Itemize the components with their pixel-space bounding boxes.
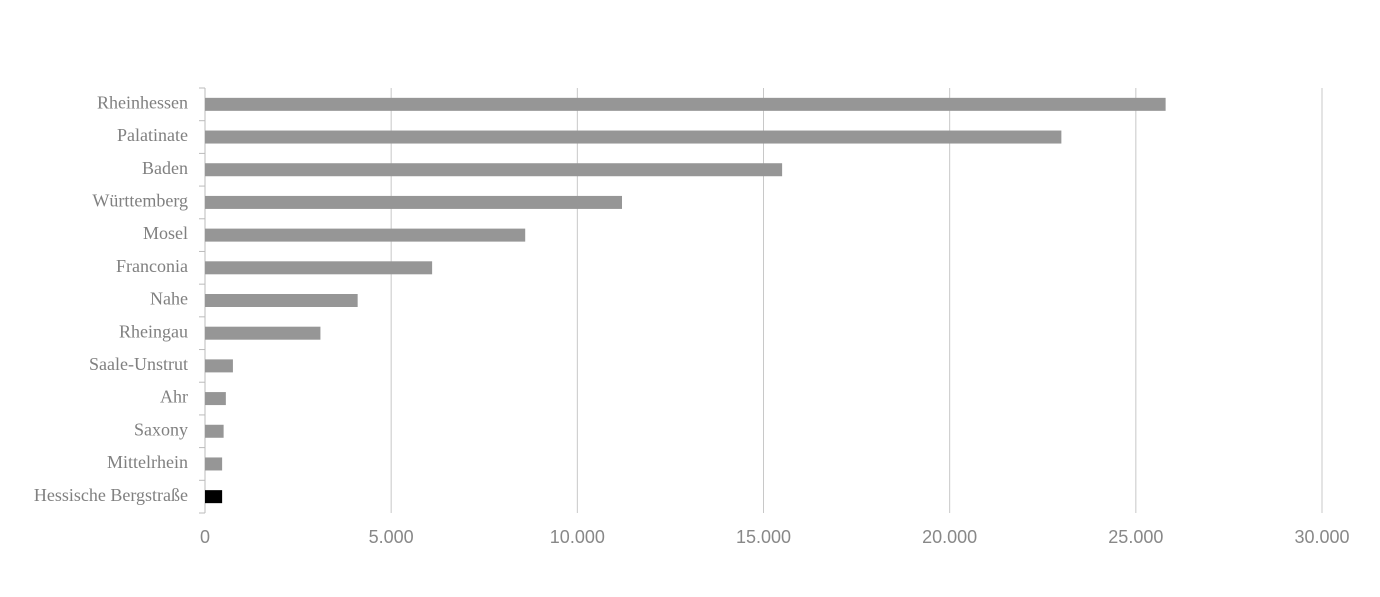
x-tick-label: 20.000 xyxy=(922,527,977,547)
bar xyxy=(205,490,223,504)
bar xyxy=(205,326,321,340)
y-tick-label: Palatinate xyxy=(117,125,188,145)
x-tick-label: 5.000 xyxy=(369,527,414,547)
x-tick-label: 25.000 xyxy=(1108,527,1163,547)
bar xyxy=(205,97,1166,111)
y-tick-label: Württemberg xyxy=(92,191,188,211)
bar xyxy=(205,392,226,406)
bar xyxy=(205,228,526,242)
bar xyxy=(205,294,358,307)
y-tick-label: Mosel xyxy=(143,223,188,243)
y-tick-label: Nahe xyxy=(150,289,188,309)
y-tick-label: Rheingau xyxy=(119,321,188,341)
bar xyxy=(205,261,433,275)
y-tick-label: Franconia xyxy=(116,256,188,276)
bar xyxy=(205,424,224,438)
y-tick-label: Saale-Unstrut xyxy=(89,354,188,374)
bar xyxy=(205,163,783,177)
y-tick-label: Ahr xyxy=(160,387,188,407)
x-tick-label: 30.000 xyxy=(1294,527,1349,547)
bar xyxy=(205,359,233,373)
y-tick-label: Rheinhessen xyxy=(97,92,188,112)
bar xyxy=(205,130,1062,144)
y-tick-label: Baden xyxy=(142,158,188,178)
bar xyxy=(205,457,223,471)
x-tick-label: 10.000 xyxy=(550,527,605,547)
y-tick-label: Hessische Bergstraße xyxy=(34,485,188,505)
y-tick-label: Saxony xyxy=(134,419,188,439)
y-tick-label: Mittelrhein xyxy=(107,452,188,472)
bar xyxy=(205,195,623,209)
x-tick-label: 15.000 xyxy=(736,527,791,547)
x-tick-label: 0 xyxy=(200,527,210,547)
